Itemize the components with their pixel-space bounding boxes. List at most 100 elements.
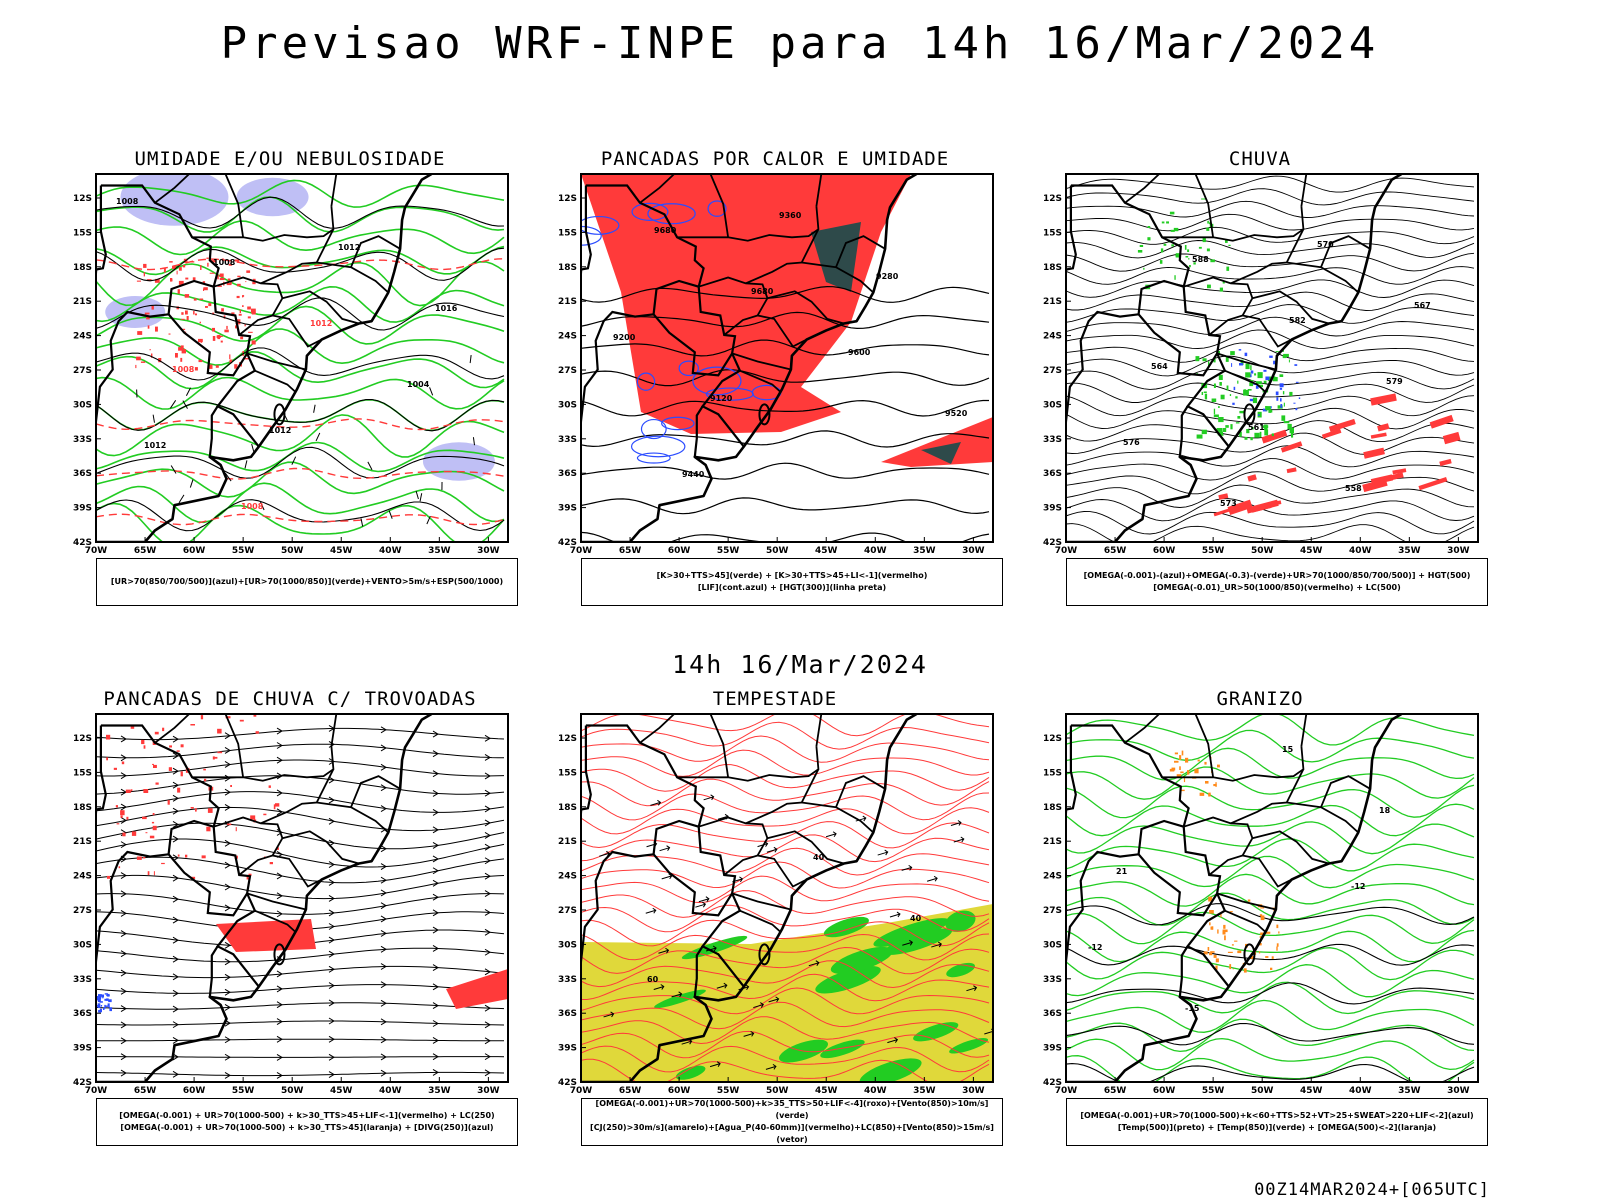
caption-line: [Temp(500)](preto) + [Temp(850)](verde) … (1117, 1123, 1437, 1132)
state-border (213, 276, 284, 336)
orange-speck (1208, 896, 1213, 902)
streamline-arrow (224, 904, 231, 912)
red-speck (239, 719, 244, 722)
red-speck (191, 876, 196, 879)
height-contour (1066, 432, 1475, 455)
lat-tick-label: 15S (558, 768, 577, 778)
orange-speck (1199, 792, 1205, 796)
red-speck (107, 875, 111, 879)
green-speck (1206, 227, 1210, 231)
lat-tick-label: 30S (1043, 940, 1062, 950)
lon-tick-label: 65W (134, 1086, 157, 1096)
wind-vector (429, 387, 434, 396)
state-border (1320, 775, 1371, 808)
red-speck (155, 782, 159, 785)
temp850-contour (1066, 873, 1475, 907)
coastline (1066, 714, 1403, 1082)
lat-tick-label: 36S (558, 1009, 577, 1019)
wind-area (830, 946, 893, 974)
streamline-arrow (484, 832, 491, 839)
state-border (213, 816, 284, 876)
streamline-arrow (328, 909, 335, 917)
blue-speck (1255, 385, 1259, 389)
map-frame (1065, 173, 1479, 543)
red-speck (136, 280, 141, 282)
state-border (154, 174, 190, 204)
state-border (254, 369, 297, 394)
weather-map: -12 -12 -15 15 18 21 12S 15S 18S 21S 24S 27S 30S 33S 3… (1043, 713, 1479, 1096)
lat-tick-label: 27S (1043, 366, 1062, 376)
thickness-contour (96, 258, 505, 271)
state-border (835, 775, 886, 808)
caption-line: [OMEGA(-0.001)+UR>70(1000-500)+k>35_TTS>… (595, 1099, 989, 1120)
orange-speck (1258, 951, 1261, 954)
lon-tick-label: 60W (183, 1086, 206, 1096)
green-speck (1264, 424, 1268, 430)
blue-speck (109, 1007, 112, 1012)
state-border (260, 228, 335, 285)
streamline-arrow (484, 1053, 491, 1061)
contour-label: -12 (1088, 943, 1102, 952)
state-border (757, 854, 808, 888)
map-frame (580, 713, 994, 1083)
height-contour (1066, 329, 1475, 349)
streamline-arrow (120, 772, 127, 780)
green-speck (1206, 248, 1210, 252)
humidity-contour (96, 350, 505, 390)
streamline-arrow (432, 826, 439, 834)
country-border (1066, 279, 1185, 438)
streamline-arrow (120, 1069, 127, 1077)
green-speck (1277, 405, 1283, 409)
streamline-arrow (432, 770, 439, 778)
state-border (698, 276, 769, 336)
rain-area (1280, 441, 1303, 453)
wind-area (946, 962, 975, 978)
streamline-arrow (120, 1037, 127, 1045)
red-speck (229, 359, 233, 364)
red-speck (200, 715, 204, 720)
lat-tick-label: 39S (558, 1044, 577, 1054)
red-speck (184, 294, 190, 298)
caption-line: [UR>70(850/700/500)](azul)+[UR>70(1000/8… (110, 577, 504, 586)
lon-tick-label: 60W (1153, 1086, 1176, 1096)
lon-tick-label: 70W (85, 1086, 108, 1096)
lifted-index-contour (707, 200, 727, 217)
blue-speck (1262, 408, 1266, 411)
humidity-area (120, 174, 229, 226)
wind-vector (753, 1002, 764, 1009)
green-speck (1217, 431, 1223, 436)
red-speck (154, 278, 160, 283)
red-speck (136, 856, 142, 860)
contour-label: 60 (647, 975, 659, 984)
lat-tick-label: 33S (558, 975, 577, 985)
wind-vector (419, 493, 423, 502)
blue-speck (1265, 376, 1270, 381)
streamline-arrow (328, 1035, 335, 1043)
lon-tick-label: 50W (766, 1086, 789, 1096)
temp500-contour (1066, 903, 1475, 926)
red-speck (207, 262, 209, 267)
red-speck (169, 745, 172, 748)
streamline-arrow (380, 1036, 387, 1044)
orange-speck (1215, 782, 1217, 787)
red-speck (176, 750, 180, 752)
wind-vector (926, 875, 938, 882)
state-border (246, 892, 307, 911)
blue-speck (93, 1010, 95, 1013)
rain-area (1429, 414, 1454, 429)
orange-speck (1209, 910, 1214, 914)
streamline-arrow (276, 808, 283, 816)
panel-granizo: GRANIZO -12 -12 -15 15 18 21 12S 15S 18S 21S 24S 27… (1030, 688, 1490, 1168)
temp850-contour (1066, 964, 1475, 998)
red-speck (205, 306, 208, 308)
lat-tick-label: 21S (1043, 837, 1062, 847)
green-speck (1211, 398, 1217, 402)
water-contour (581, 1030, 990, 1059)
streamline-arrow (172, 821, 179, 828)
red-speck (268, 785, 271, 788)
blue-speck (1231, 363, 1233, 367)
streamline-arrow (276, 727, 283, 735)
lon-tick-label: 70W (1055, 546, 1078, 556)
red-speck (143, 745, 146, 749)
lat-tick-label: 36S (1043, 469, 1062, 479)
